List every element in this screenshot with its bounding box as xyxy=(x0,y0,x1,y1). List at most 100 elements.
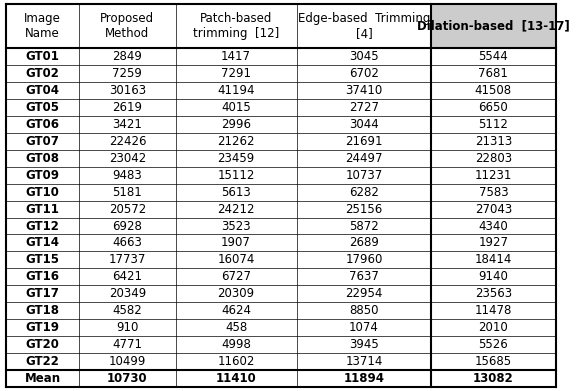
Text: 7259: 7259 xyxy=(113,67,142,80)
Text: 13082: 13082 xyxy=(473,372,514,385)
Text: GT17: GT17 xyxy=(26,287,59,300)
Text: 3044: 3044 xyxy=(349,118,379,131)
Text: 1907: 1907 xyxy=(221,237,251,249)
Text: Image
Name: Image Name xyxy=(24,12,61,40)
Text: GT10: GT10 xyxy=(26,186,59,199)
Text: 4340: 4340 xyxy=(479,219,508,233)
Text: 22426: 22426 xyxy=(108,135,146,148)
Text: 2727: 2727 xyxy=(349,101,379,114)
Text: 27043: 27043 xyxy=(475,203,512,215)
Text: 1417: 1417 xyxy=(221,50,251,63)
Text: 2689: 2689 xyxy=(349,237,379,249)
Text: 9483: 9483 xyxy=(113,169,142,182)
Text: Mean: Mean xyxy=(24,372,61,385)
Text: 6421: 6421 xyxy=(113,271,142,283)
Text: 3523: 3523 xyxy=(221,219,251,233)
Text: Dilation-based  [13-17]: Dilation-based [13-17] xyxy=(417,20,570,32)
Text: 2849: 2849 xyxy=(113,50,142,63)
Text: 23563: 23563 xyxy=(475,287,512,300)
Text: Edge-based  Trimming
[4]: Edge-based Trimming [4] xyxy=(298,12,430,40)
Text: 11894: 11894 xyxy=(343,372,384,385)
Text: 37410: 37410 xyxy=(345,84,382,97)
Text: 11410: 11410 xyxy=(216,372,257,385)
Text: GT12: GT12 xyxy=(26,219,59,233)
Text: 5613: 5613 xyxy=(221,186,251,199)
Text: 4998: 4998 xyxy=(221,338,251,351)
Text: 7637: 7637 xyxy=(349,271,379,283)
Text: 3421: 3421 xyxy=(113,118,142,131)
Text: GT16: GT16 xyxy=(26,271,59,283)
Text: 11478: 11478 xyxy=(475,304,512,317)
Text: 6702: 6702 xyxy=(349,67,379,80)
Text: 10737: 10737 xyxy=(345,169,382,182)
Text: 21313: 21313 xyxy=(475,135,512,148)
Bar xyxy=(431,4,556,48)
Text: GT08: GT08 xyxy=(26,152,59,165)
Text: 4582: 4582 xyxy=(113,304,142,317)
Text: 16074: 16074 xyxy=(217,253,255,266)
Text: 2996: 2996 xyxy=(221,118,251,131)
Text: 22954: 22954 xyxy=(345,287,382,300)
Text: 6282: 6282 xyxy=(349,186,379,199)
Text: Patch-based
trimming  [12]: Patch-based trimming [12] xyxy=(193,12,279,40)
Text: 10730: 10730 xyxy=(107,372,147,385)
Text: 6650: 6650 xyxy=(479,101,508,114)
Text: 5181: 5181 xyxy=(113,186,142,199)
Text: 5112: 5112 xyxy=(479,118,508,131)
Text: 5544: 5544 xyxy=(479,50,508,63)
Text: GT02: GT02 xyxy=(26,67,59,80)
Text: GT09: GT09 xyxy=(26,169,59,182)
Text: 7681: 7681 xyxy=(479,67,508,80)
Text: 4771: 4771 xyxy=(113,338,142,351)
Text: 4624: 4624 xyxy=(221,304,251,317)
Text: 22803: 22803 xyxy=(475,152,512,165)
Text: 17960: 17960 xyxy=(345,253,382,266)
Text: 1074: 1074 xyxy=(349,321,379,334)
Text: 6727: 6727 xyxy=(221,271,251,283)
Text: 20349: 20349 xyxy=(109,287,146,300)
Text: 21691: 21691 xyxy=(345,135,382,148)
Text: GT20: GT20 xyxy=(26,338,59,351)
Text: 1927: 1927 xyxy=(479,237,508,249)
Text: GT06: GT06 xyxy=(26,118,59,131)
Text: Proposed
Method: Proposed Method xyxy=(100,12,154,40)
Text: 21262: 21262 xyxy=(217,135,255,148)
Text: 23459: 23459 xyxy=(217,152,255,165)
Text: 30163: 30163 xyxy=(109,84,146,97)
Text: 10499: 10499 xyxy=(109,355,146,368)
Text: 24497: 24497 xyxy=(345,152,382,165)
Text: 15685: 15685 xyxy=(475,355,512,368)
Text: 3945: 3945 xyxy=(349,338,379,351)
Text: 41194: 41194 xyxy=(217,84,255,97)
Text: GT22: GT22 xyxy=(26,355,59,368)
Text: 11602: 11602 xyxy=(217,355,255,368)
Text: GT07: GT07 xyxy=(26,135,59,148)
Text: 15112: 15112 xyxy=(217,169,255,182)
Text: GT05: GT05 xyxy=(26,101,59,114)
Text: 11231: 11231 xyxy=(475,169,512,182)
Text: GT15: GT15 xyxy=(26,253,59,266)
Text: 7291: 7291 xyxy=(221,67,251,80)
Text: 23042: 23042 xyxy=(109,152,146,165)
Text: GT14: GT14 xyxy=(26,237,59,249)
Text: GT01: GT01 xyxy=(26,50,59,63)
Text: 4663: 4663 xyxy=(113,237,142,249)
Text: 2619: 2619 xyxy=(113,101,142,114)
Text: 910: 910 xyxy=(116,321,139,334)
Text: 6928: 6928 xyxy=(113,219,142,233)
Text: 5872: 5872 xyxy=(349,219,379,233)
Text: GT11: GT11 xyxy=(26,203,59,215)
Text: 7583: 7583 xyxy=(479,186,508,199)
Text: 24212: 24212 xyxy=(217,203,255,215)
Text: 458: 458 xyxy=(225,321,247,334)
Text: GT19: GT19 xyxy=(26,321,59,334)
Text: 4015: 4015 xyxy=(221,101,251,114)
Text: 9140: 9140 xyxy=(479,271,508,283)
Text: 8850: 8850 xyxy=(349,304,378,317)
Text: GT04: GT04 xyxy=(26,84,59,97)
Text: 41508: 41508 xyxy=(475,84,512,97)
Text: 20572: 20572 xyxy=(109,203,146,215)
Text: GT18: GT18 xyxy=(26,304,59,317)
Text: 3045: 3045 xyxy=(349,50,379,63)
Text: 18414: 18414 xyxy=(475,253,512,266)
